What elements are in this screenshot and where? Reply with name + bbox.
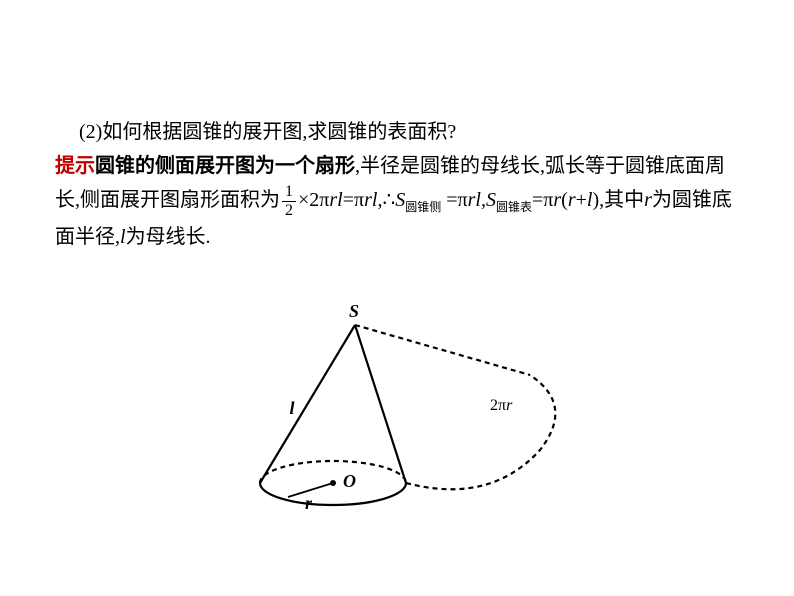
r: r (553, 189, 561, 211)
eq: =π (343, 189, 364, 211)
question-line: (2)如何根据圆锥的展开图,求圆锥的表面积? (55, 115, 739, 149)
therefore: ,∴ (377, 189, 395, 211)
t3b: =π (532, 189, 553, 211)
sub2: 圆锥表 (496, 200, 532, 214)
rl2: rl (364, 189, 377, 211)
t3e: 为母线长. (126, 226, 211, 248)
plus: + (576, 189, 587, 211)
S2: S (486, 189, 496, 211)
S1: S (395, 189, 405, 211)
svg-text:O: O (343, 471, 356, 491)
frac-den: 2 (282, 202, 296, 220)
content-block: (2)如何根据圆锥的展开图,求圆锥的表面积? 提示圆锥的侧面展开图为一个扇形,半… (0, 0, 794, 254)
tip-label: 提示 (55, 155, 95, 177)
rl3: rl (468, 189, 481, 211)
t2b: ×2π (298, 189, 329, 211)
r2: r (568, 189, 576, 211)
frac-num: 1 (282, 183, 296, 202)
bold-part: 圆锥的侧面展开图为一个扇形 (95, 155, 355, 177)
svg-text:r: r (305, 493, 313, 513)
answer-block: 提示圆锥的侧面展开图为一个扇形,半径是圆锥的母线长,弧长等于圆锥底面周长,侧面展… (55, 149, 739, 254)
r3: r (644, 189, 652, 211)
t3c: ,其中 (599, 189, 644, 211)
svg-text:S: S (349, 301, 359, 321)
cone-diagram: Sl r O 2πr (200, 265, 600, 575)
question-text: (2)如何根据圆锥的展开图,求圆锥的表面积? (79, 121, 456, 143)
sub1: 圆锥侧 (405, 200, 441, 214)
fraction: 12 (282, 183, 296, 219)
svg-text:l: l (290, 398, 295, 418)
svg-text:2πr: 2πr (490, 397, 513, 414)
rl1: rl (329, 189, 342, 211)
paren: ( (561, 189, 568, 211)
t3a: =π (446, 189, 467, 211)
